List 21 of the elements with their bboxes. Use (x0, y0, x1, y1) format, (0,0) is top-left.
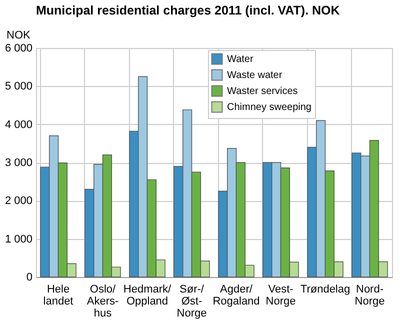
x-tick-label: Agder/ Rogaland (212, 284, 260, 308)
chart-title: Municipal residential charges 2011 (incl. VAT). NOK (36, 4, 340, 18)
x-tick-label: Trøndelag (300, 284, 350, 296)
y-tick-label: 5 000 (4, 80, 32, 93)
x-tick-label: Nord- Norge (354, 284, 385, 308)
legend-label: Waster services (227, 86, 298, 97)
y-tick-label: 0 (26, 272, 32, 284)
y-tick-label: 6 000 (4, 42, 32, 54)
y-tick-label: 4 000 (4, 118, 32, 131)
x-tick-label: Vest- Norge (266, 284, 296, 308)
legend-label: Chimney sweeping (227, 102, 312, 113)
y-tick-label: 1 000 (4, 233, 32, 246)
x-tick-label: Hedmark/ Oppland (123, 284, 172, 308)
legend-label: Waste water (227, 70, 283, 81)
y-axis-title: NOK (6, 30, 31, 42)
x-tick-label: Hele landet (43, 284, 74, 308)
legend-label: Water (227, 54, 254, 65)
x-tick-label: Sør-/ Øst- Norge (176, 284, 207, 320)
x-tick-label: Oslo/ Akers- hus (86, 284, 119, 320)
y-tick-label: 3 000 (4, 157, 32, 169)
y-tick-label: 2 000 (4, 195, 32, 208)
